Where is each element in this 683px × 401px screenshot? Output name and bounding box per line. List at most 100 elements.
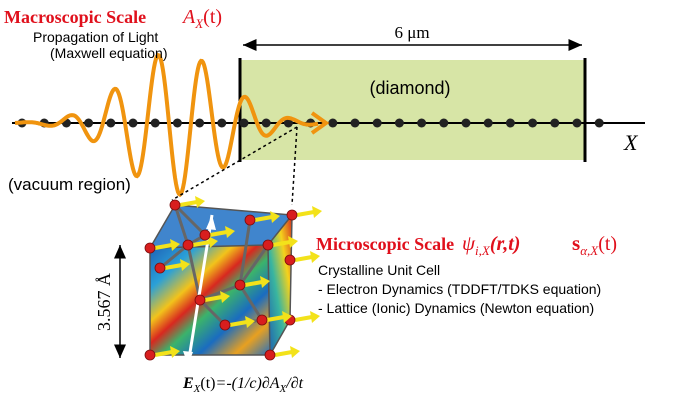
unit-cell [149, 203, 293, 366]
macro-title: Macroscopic Scale AX(t) [4, 6, 222, 31]
atom [572, 118, 582, 128]
ion [182, 239, 194, 251]
atom [505, 118, 515, 128]
title-text: Microscopic Scale [316, 234, 454, 254]
atom [417, 118, 427, 128]
force-arrowhead [310, 311, 320, 323]
caption: (Maxwell equation) [50, 45, 168, 61]
force-arrow [192, 240, 211, 247]
atom [128, 118, 138, 128]
eq-part: E [182, 375, 194, 392]
atom [283, 118, 293, 128]
force-arrowhead [290, 346, 300, 358]
force-arrowhead [260, 276, 270, 288]
caption: Propagation of Light [33, 29, 158, 45]
axis-label: X [623, 130, 639, 155]
cell-atoms [144, 196, 322, 361]
atom [239, 118, 249, 128]
atom [217, 118, 227, 128]
force-arrow [266, 315, 285, 322]
force-arrow [179, 200, 198, 207]
force-arrowhead [245, 316, 255, 328]
ion [154, 262, 166, 274]
atom [261, 118, 271, 128]
micro-title: Microscopic Scale ψi,X(r,t) sα,X(t) [316, 231, 617, 258]
region-label: (vacuum region) [8, 175, 131, 194]
force-arrow [244, 280, 263, 287]
force-arrow [164, 263, 183, 270]
force-arrowhead [195, 196, 205, 208]
atom [350, 118, 360, 128]
atom [394, 118, 404, 128]
atom [106, 118, 116, 128]
force-arrow [296, 210, 315, 217]
force-arrowhead [180, 259, 190, 271]
force-arrowhead [288, 236, 298, 248]
argument: (t) [203, 6, 222, 28]
force-arrowhead [270, 211, 280, 223]
ion [286, 209, 298, 221]
force-arrow [229, 320, 248, 327]
title-text: Macroscopic Scale [4, 7, 146, 27]
ion [194, 294, 206, 306]
force-arrowhead [208, 236, 218, 248]
scale-label: 6 μm [394, 23, 429, 42]
force-arrow [154, 350, 173, 357]
atom [594, 118, 604, 128]
cell-title: Crystalline Unit Cell [318, 262, 440, 278]
force-arrow [154, 243, 173, 250]
cell-item: - Electron Dynamics (TDDFT/TDKS equation… [318, 281, 601, 297]
cell-item: - Lattice (Ionic) Dynamics (Newton equat… [318, 300, 594, 316]
force-arrowhead [170, 239, 180, 251]
zoom-line [171, 126, 298, 201]
zoom-line [291, 126, 298, 206]
subscript: i,X [475, 243, 491, 258]
atom [84, 118, 94, 128]
force-arrow [272, 240, 291, 247]
atom-row [17, 118, 604, 128]
subscript: X [194, 16, 204, 31]
ion [144, 349, 156, 361]
region-label: (diamond) [369, 78, 450, 98]
lattice-constant: 3.567 Å [94, 273, 114, 331]
force-arrow [274, 350, 293, 357]
ion [256, 314, 268, 326]
eq-part: /∂t [285, 375, 303, 392]
force-arrowhead [170, 346, 180, 358]
symbol: A [181, 6, 196, 28]
ion [169, 199, 181, 211]
ion [262, 239, 274, 251]
ion [244, 214, 256, 226]
force-arrowhead [310, 251, 320, 263]
symbol: ψ [462, 231, 476, 255]
atom [150, 118, 160, 128]
argument: (t) [598, 233, 617, 255]
eq-part: X [193, 383, 202, 395]
atom [195, 118, 205, 128]
field-equation: EX(t)=-(1/c)∂AX/∂t [182, 375, 304, 395]
wave-arrowhead [310, 111, 330, 135]
ion [219, 319, 231, 331]
ion [264, 349, 276, 361]
force-arrowhead [312, 206, 322, 218]
force-arrow [209, 230, 228, 237]
eq-part: =-(1/c)∂A [216, 375, 280, 392]
atom [372, 118, 382, 128]
force-arrow [294, 315, 313, 322]
atom [550, 118, 560, 128]
atom [328, 118, 338, 128]
symbol: s [572, 231, 580, 255]
force-arrowhead [225, 226, 235, 238]
atom [528, 118, 538, 128]
force-arrow [204, 295, 223, 302]
diamond-region [240, 60, 585, 160]
atom [172, 118, 182, 128]
eq-part: (t) [200, 375, 215, 392]
ion [284, 254, 296, 266]
force-arrowhead [220, 291, 230, 303]
ion [234, 279, 246, 291]
subscript: α,X [580, 243, 599, 258]
argument: (r,t) [490, 233, 521, 255]
eq-part: X [279, 383, 288, 395]
force-arrowhead [282, 311, 292, 323]
